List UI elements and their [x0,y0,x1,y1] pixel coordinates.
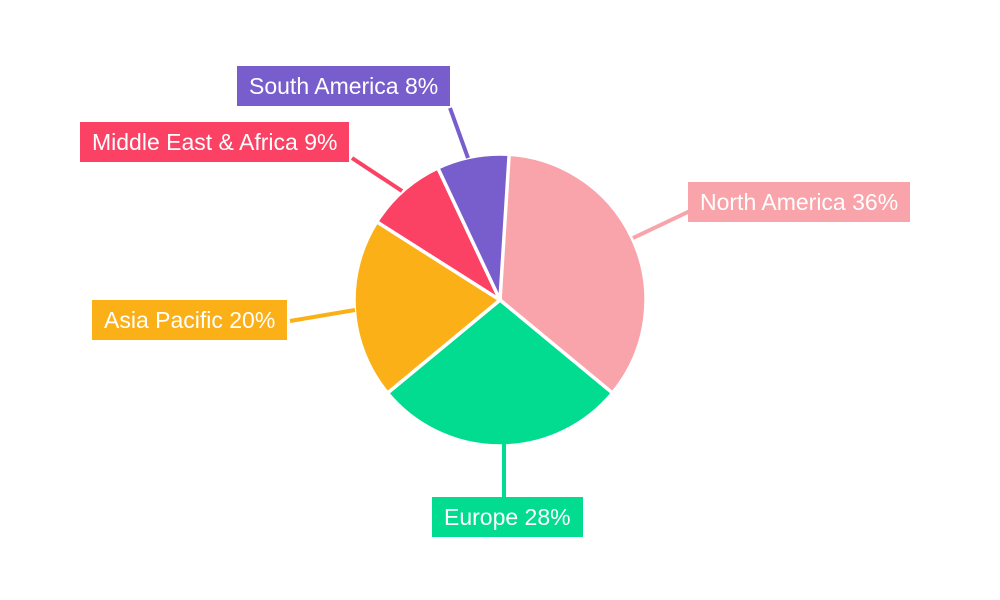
pie-label-south-america: South America 8% [237,66,451,106]
pie-slice-south-america [436,152,511,302]
leader-line-south-america [448,107,470,159]
pie-label-europe: Europe 28% [432,497,583,537]
pie-slice-north-america [498,152,648,395]
leader-line-north-america [632,209,691,240]
pie-slice-europe [385,298,615,448]
leader-line-asia-pacific [289,308,356,323]
pie-label-north-america: North America 36% [688,182,911,222]
pie-label-asia-pacific: Asia Pacific 20% [92,300,288,340]
leader-line-middle-east-africa [350,156,404,193]
pie-label-middle-east-africa: Middle East & Africa 9% [80,122,350,162]
